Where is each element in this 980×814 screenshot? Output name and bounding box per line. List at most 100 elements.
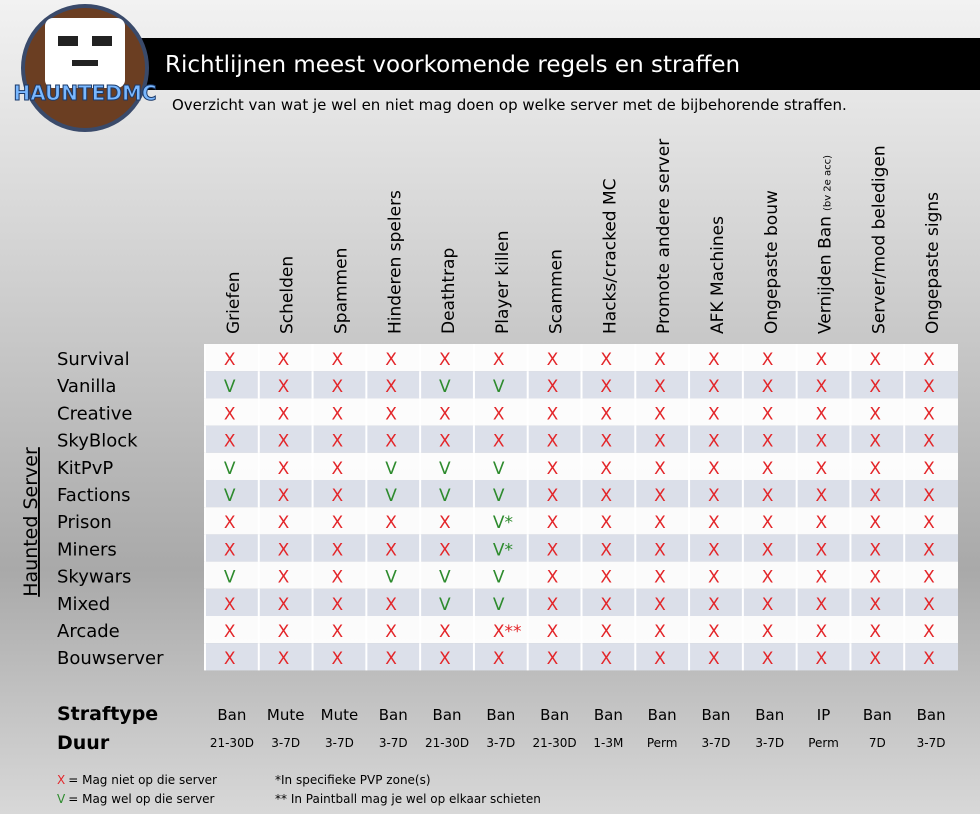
cell: X bbox=[762, 404, 774, 424]
row-label: SkyBlock bbox=[57, 431, 138, 452]
column-header-label: Scammen bbox=[547, 249, 567, 334]
row-label: Factions bbox=[57, 485, 131, 506]
penalty-label: Straftype bbox=[57, 703, 158, 725]
cell: X bbox=[708, 459, 720, 479]
cell: X bbox=[654, 568, 666, 588]
cell: X bbox=[762, 486, 774, 506]
row-label: Creative bbox=[57, 403, 132, 424]
row-label: Mixed bbox=[57, 594, 110, 615]
cell: X bbox=[816, 595, 828, 615]
penalty-value: 3-7D bbox=[325, 736, 354, 750]
column-header-label: Griefen bbox=[224, 271, 244, 334]
cell: X bbox=[923, 622, 935, 642]
column-header-label: Hinderen spelers bbox=[385, 190, 405, 334]
cell: X bbox=[278, 486, 290, 506]
penalty-value: Ban bbox=[433, 706, 462, 724]
cell: X bbox=[547, 350, 559, 370]
cell: X bbox=[654, 622, 666, 642]
cell: X bbox=[600, 513, 612, 533]
cell: X bbox=[600, 595, 612, 615]
cell: X bbox=[224, 513, 236, 533]
cell: V bbox=[439, 459, 451, 479]
logo-eye bbox=[58, 36, 78, 46]
cell: X bbox=[600, 622, 612, 642]
cell: V bbox=[224, 486, 236, 506]
cell: X bbox=[816, 540, 828, 560]
column-header: Server/mod beledigen bbox=[869, 145, 889, 334]
cell: X bbox=[385, 513, 397, 533]
cell: X bbox=[439, 649, 451, 669]
legend-text: = Mag niet op die server bbox=[68, 773, 217, 787]
column-header-note: (bv 2e acc) bbox=[823, 155, 834, 211]
row-label: Survival bbox=[57, 349, 130, 370]
cell: X bbox=[869, 595, 881, 615]
cell: X bbox=[869, 404, 881, 424]
cell: X bbox=[547, 377, 559, 397]
cell: V* bbox=[493, 513, 513, 533]
cell: V bbox=[439, 568, 451, 588]
cell: X bbox=[600, 568, 612, 588]
column-header-label: Promote andere server bbox=[654, 139, 674, 334]
cell: X bbox=[816, 459, 828, 479]
cell: X bbox=[869, 432, 881, 452]
cell: X bbox=[869, 622, 881, 642]
cell: X bbox=[600, 377, 612, 397]
cell: X bbox=[547, 459, 559, 479]
cell: X bbox=[708, 540, 720, 560]
penalty-label: Duur bbox=[57, 732, 110, 754]
title-bar bbox=[130, 38, 980, 90]
cell: X bbox=[600, 486, 612, 506]
column-header-label: Deathtrap bbox=[439, 248, 459, 334]
column-header: Deathtrap bbox=[439, 248, 459, 334]
column-header: Ongepaste signs bbox=[923, 192, 943, 334]
cell: X bbox=[331, 622, 343, 642]
cell: X bbox=[816, 377, 828, 397]
cell: X bbox=[600, 404, 612, 424]
cell: X bbox=[224, 404, 236, 424]
cell: X bbox=[762, 459, 774, 479]
cell: X bbox=[923, 377, 935, 397]
cell: X bbox=[708, 513, 720, 533]
subtitle: Overzicht van wat je wel en niet mag doe… bbox=[172, 96, 847, 114]
cell: X bbox=[547, 540, 559, 560]
cell: X bbox=[654, 595, 666, 615]
cell: X bbox=[654, 540, 666, 560]
cell: X bbox=[923, 649, 935, 669]
column-header: Hinderen spelers bbox=[385, 190, 405, 334]
cell: X bbox=[600, 540, 612, 560]
cell: V bbox=[493, 486, 505, 506]
cell: X bbox=[708, 404, 720, 424]
cell: X bbox=[439, 540, 451, 560]
row-label: Prison bbox=[57, 512, 112, 533]
column-header: Player killen bbox=[493, 230, 513, 334]
column-header: Schelden bbox=[278, 256, 298, 334]
penalty-value: Ban bbox=[701, 706, 730, 724]
cell: X bbox=[816, 486, 828, 506]
column-header-label: Player killen bbox=[493, 230, 513, 334]
legend-item: X = Mag niet op die server bbox=[57, 773, 217, 787]
cell: V bbox=[224, 568, 236, 588]
cell: X bbox=[278, 459, 290, 479]
column-header-label: Schelden bbox=[278, 256, 298, 334]
cell: X bbox=[224, 432, 236, 452]
cell: X bbox=[278, 568, 290, 588]
penalty-value: 3-7D bbox=[379, 736, 408, 750]
cell: X bbox=[654, 459, 666, 479]
logo-eye bbox=[92, 36, 112, 46]
legend-note: ** In Paintball mag je wel op elkaar sch… bbox=[275, 792, 541, 806]
cell: V bbox=[385, 486, 397, 506]
cell: X bbox=[708, 622, 720, 642]
penalty-value: 1-3M bbox=[593, 736, 623, 750]
cell: X bbox=[816, 432, 828, 452]
cell: X bbox=[385, 350, 397, 370]
cell: V bbox=[493, 595, 505, 615]
logo-mouth bbox=[72, 60, 98, 66]
penalty-value: Ban bbox=[863, 706, 892, 724]
cell: X bbox=[600, 649, 612, 669]
cell: X bbox=[708, 649, 720, 669]
cell: X bbox=[385, 404, 397, 424]
cell: X bbox=[816, 350, 828, 370]
penalty-value: 7D bbox=[869, 736, 886, 750]
cell: X bbox=[331, 432, 343, 452]
penalty-value: 3-7D bbox=[271, 736, 300, 750]
